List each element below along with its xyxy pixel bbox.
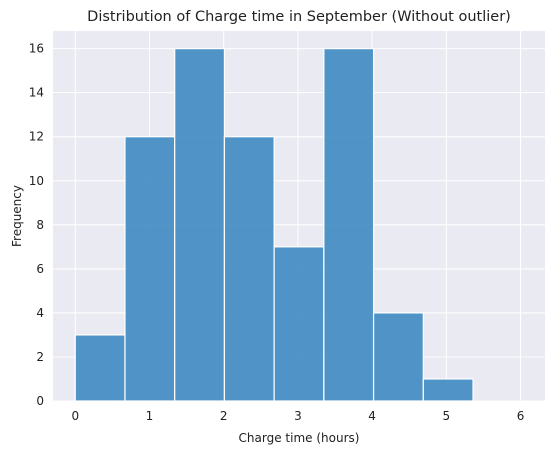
histogram-bar [223,136,275,402]
bars-group [74,48,474,402]
x-tick-label: 2 [220,409,228,423]
chart-title: Distribution of Charge time in September… [87,9,511,25]
y-tick-label: 0 [36,394,44,408]
y-axis-label: Frequency [10,185,24,247]
y-tick-label: 14 [29,86,44,100]
histogram-bar [124,136,176,402]
histogram-bar [273,246,325,402]
x-tick-label: 4 [368,409,376,423]
x-axis-label: Charge time (hours) [239,431,360,445]
y-tick-labels: 0 2 4 6 8 10 12 14 16 [29,42,44,408]
y-tick-label: 6 [36,262,44,276]
histogram-bar [174,48,226,402]
histogram-bar [422,378,474,402]
x-tick-labels: 0 1 2 3 4 5 6 [71,409,524,423]
histogram-bar [323,48,375,402]
y-tick-label: 2 [36,350,44,364]
x-tick-label: 5 [442,409,450,423]
histogram-bar [74,334,126,402]
y-tick-label: 4 [36,306,44,320]
histogram-bar [372,312,424,402]
y-tick-label: 8 [36,218,44,232]
x-tick-label: 0 [71,409,79,423]
x-tick-label: 6 [517,409,525,423]
y-tick-label: 12 [29,130,44,144]
x-tick-label: 1 [146,409,154,423]
y-tick-label: 10 [29,174,44,188]
y-tick-label: 16 [29,42,44,56]
x-tick-label: 3 [294,409,302,423]
